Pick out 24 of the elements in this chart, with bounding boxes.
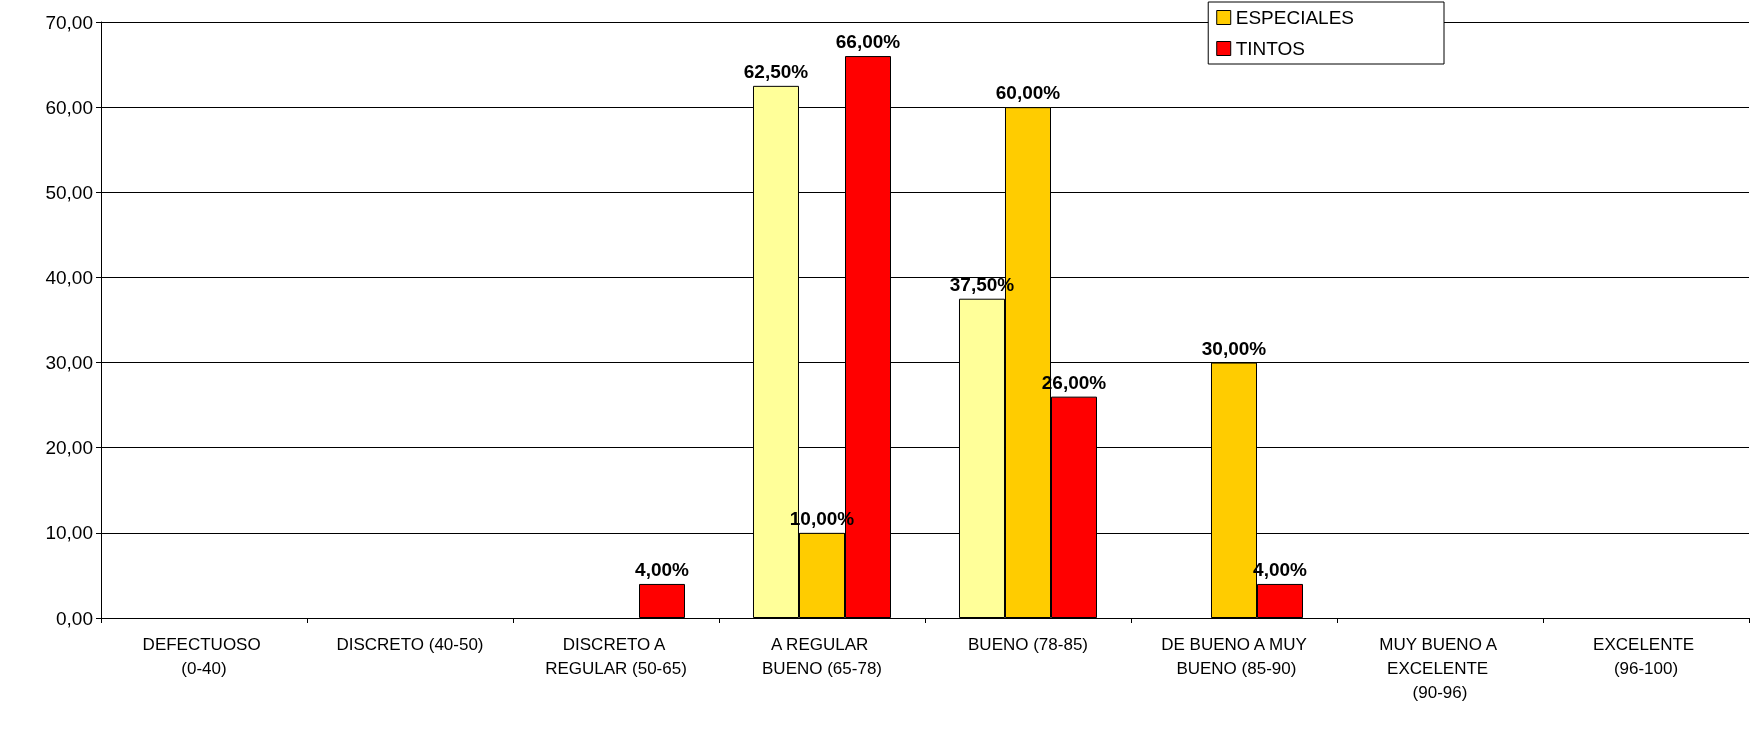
data-label: 60,00% xyxy=(995,82,1061,104)
y-tick-label: 0,00 xyxy=(56,607,93,629)
x-tick-label: DEFECTUOSO (0-40) xyxy=(142,634,266,678)
y-tick-label: 20,00 xyxy=(45,437,93,459)
data-label: 62,50% xyxy=(743,60,809,82)
x-tick-label: DE BUENO A MUY BUENO (85-90) xyxy=(1161,634,1307,678)
x-tick-label: MUY BUENO A EXCELENTE (90-96) xyxy=(1379,634,1501,702)
data-label: 66,00% xyxy=(835,31,901,53)
legend-label: TINTOS xyxy=(1235,38,1306,59)
x-tick-label: DISCRETO (40-50) xyxy=(336,634,484,654)
x-tick-label: A REGULAR BUENO (65-78) xyxy=(762,634,882,678)
y-tick-label: 70,00 xyxy=(45,11,93,33)
y-tick-label: 30,00 xyxy=(45,352,93,374)
x-tick-label: BUENO (78-85) xyxy=(968,634,1088,654)
data-label: 30,00% xyxy=(1201,337,1267,359)
y-tick-label: 40,00 xyxy=(45,266,93,288)
y-tick-label: 10,00 xyxy=(45,522,93,544)
data-label: 4,00% xyxy=(635,558,690,580)
y-tick-label: 60,00 xyxy=(45,96,93,118)
legend-label: ESPECIALES xyxy=(1235,7,1354,28)
bar xyxy=(639,583,686,618)
y-tick-label: 50,00 xyxy=(45,181,93,203)
x-tick-label: EXCELENTE (96-100) xyxy=(1593,634,1699,678)
x-tick-label: DISCRETO A REGULAR (50-65) xyxy=(545,634,687,678)
